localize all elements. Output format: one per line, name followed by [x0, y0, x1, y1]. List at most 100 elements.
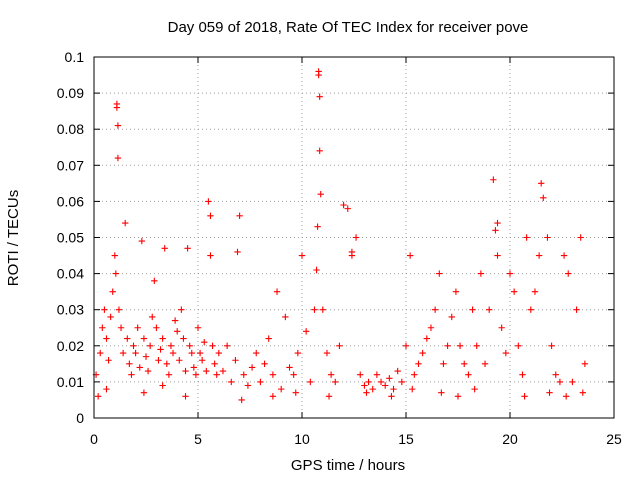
- data-point: [122, 219, 129, 227]
- data-point: [540, 194, 547, 201]
- data-point: [114, 122, 122, 129]
- data-point: [157, 346, 164, 353]
- data-point: [552, 371, 559, 378]
- data-point: [234, 248, 241, 256]
- data-point: [182, 393, 189, 400]
- data-point: [128, 371, 135, 378]
- data-point: [398, 378, 406, 386]
- data-point: [111, 252, 118, 259]
- data-point: [101, 306, 108, 313]
- data-point: [315, 71, 322, 79]
- y-tick-label: 0: [76, 410, 84, 426]
- y-tick-label: 0.05: [57, 230, 84, 246]
- data-point: [494, 219, 501, 227]
- data-point: [313, 266, 320, 274]
- data-point: [153, 324, 160, 331]
- data-point: [169, 349, 177, 357]
- data-point: [236, 212, 243, 220]
- data-point: [198, 357, 206, 364]
- data-point: [544, 234, 551, 241]
- data-point: [448, 313, 455, 321]
- data-point: [112, 270, 120, 277]
- data-point: [369, 385, 376, 393]
- x-tick-label: 10: [294, 431, 310, 447]
- data-point: [390, 385, 397, 393]
- data-point: [436, 270, 443, 277]
- data-point: [99, 324, 106, 331]
- data-point: [486, 306, 493, 313]
- data-point: [163, 360, 170, 368]
- data-point: [124, 335, 131, 342]
- data-point: [155, 357, 162, 364]
- data-point: [159, 382, 166, 389]
- data-point: [144, 367, 152, 375]
- data-point: [323, 349, 331, 357]
- data-point: [316, 147, 323, 155]
- data-point: [402, 342, 410, 349]
- data-point: [248, 364, 256, 371]
- x-tick-label: 5: [194, 431, 202, 447]
- data-point: [132, 349, 139, 357]
- x-tick-label: 25: [606, 431, 622, 447]
- data-point: [352, 234, 360, 241]
- data-point: [490, 176, 497, 183]
- data-point: [538, 180, 545, 187]
- data-point: [190, 364, 198, 371]
- data-point: [471, 385, 478, 393]
- data-point: [115, 306, 123, 313]
- data-point: [219, 367, 227, 375]
- data-point: [257, 378, 264, 386]
- grid-lines: [94, 57, 614, 418]
- data-point: [211, 360, 218, 368]
- data-point: [452, 288, 460, 295]
- data-point: [182, 367, 189, 375]
- data-point: [140, 335, 148, 342]
- data-point: [103, 335, 110, 342]
- data-point: [196, 349, 204, 357]
- data-point: [492, 227, 499, 234]
- data-point: [134, 324, 141, 331]
- data-point: [327, 371, 335, 378]
- data-point: [336, 342, 343, 349]
- data-point: [386, 375, 393, 382]
- data-point: [344, 205, 351, 212]
- data-point: [186, 342, 193, 349]
- data-point: [97, 349, 104, 357]
- data-point: [203, 367, 210, 375]
- data-point: [103, 385, 110, 393]
- data-point: [223, 342, 231, 349]
- data-point: [201, 338, 208, 346]
- data-point: [317, 190, 324, 198]
- data-point: [176, 357, 183, 364]
- data-point: [510, 288, 518, 295]
- data-point: [165, 371, 173, 378]
- data-point: [454, 393, 462, 400]
- data-point: [461, 360, 468, 368]
- x-tick-label: 20: [502, 431, 518, 447]
- data-point: [431, 306, 439, 313]
- data-point: [365, 378, 372, 386]
- data-point: [562, 393, 570, 400]
- data-point: [298, 252, 306, 259]
- y-tick-label: 0.09: [57, 85, 84, 101]
- data-point: [377, 378, 385, 386]
- data-point: [113, 100, 121, 108]
- data-point: [565, 270, 572, 277]
- data-point: [506, 270, 514, 277]
- data-point: [294, 349, 302, 357]
- data-point: [325, 393, 333, 400]
- data-point: [94, 393, 102, 400]
- data-point: [361, 382, 368, 389]
- data-point: [207, 212, 214, 220]
- data-point: [469, 306, 476, 313]
- data-point: [481, 360, 489, 368]
- data-point: [411, 371, 418, 378]
- data-point: [577, 234, 584, 241]
- data-point: [136, 364, 143, 371]
- data-point: [117, 324, 125, 331]
- data-point: [302, 328, 310, 335]
- data-point: [194, 324, 202, 331]
- data-point: [130, 342, 137, 349]
- data-point: [253, 349, 260, 357]
- data-point: [531, 288, 539, 295]
